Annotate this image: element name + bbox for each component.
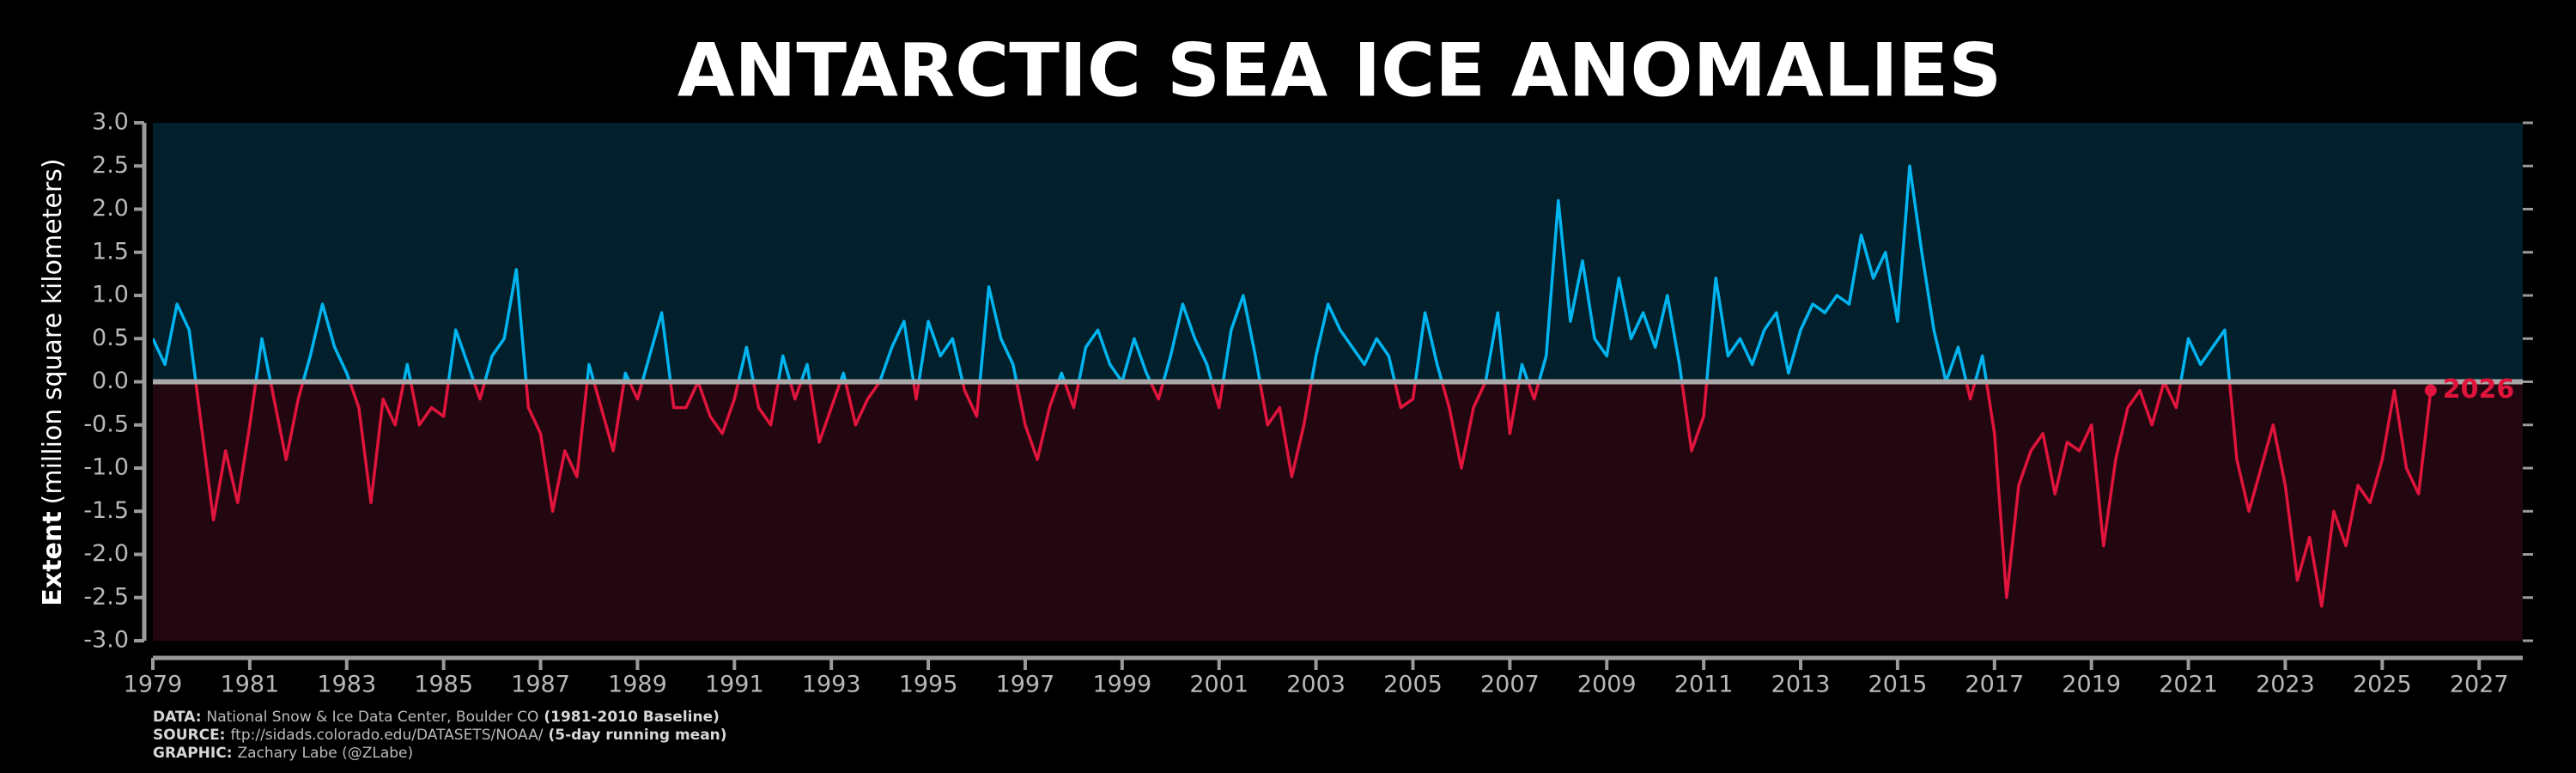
y-axis-label-bold: Extent — [38, 511, 68, 606]
x-tick-label: 2005 — [1383, 672, 1443, 698]
y-axis-label: Extent (million square kilometers) — [38, 158, 68, 606]
y-tick-label: 2.5 — [92, 152, 129, 179]
y-tick-label: -1.0 — [83, 454, 129, 481]
annotation: 2026 — [2443, 374, 2515, 405]
x-tick-label: 2023 — [2256, 672, 2315, 698]
y-tick-label: -3.0 — [83, 627, 129, 654]
credit-note: (1981-2010 Baseline) — [544, 709, 720, 726]
y-tick-label: -1.5 — [83, 497, 129, 524]
x-tick-label: 2019 — [2062, 672, 2121, 698]
credit-label: DATA: — [153, 709, 202, 726]
background-above — [153, 123, 2523, 382]
y-tick-label: 1.0 — [92, 282, 129, 308]
chart-title: ANTARCTIC SEA ICE ANOMALIES — [677, 27, 2002, 113]
x-tick-label: 2013 — [1771, 672, 1831, 698]
credit-line: DATA: National Snow & Ice Data Center, Bo… — [153, 709, 720, 726]
y-tick-label: 0.5 — [92, 325, 129, 351]
credit-text: ftp://sidads.colorado.edu/DATASETS/NOAA/ — [230, 727, 543, 744]
credit-text: Zachary Labe (@ZLabe) — [238, 745, 414, 762]
x-tick-label: 1999 — [1092, 672, 1151, 698]
x-tick-label: 2003 — [1286, 672, 1346, 698]
y-tick-label: 1.5 — [92, 238, 129, 265]
credit-label: SOURCE: — [153, 727, 225, 744]
y-tick-label: -0.5 — [83, 411, 129, 437]
x-tick-label: 1997 — [996, 672, 1055, 698]
x-tick-label: 1987 — [511, 672, 570, 698]
x-tick-label: 1985 — [414, 672, 473, 698]
credit-note: (5-day running mean) — [548, 727, 726, 744]
x-tick-label: 1993 — [802, 672, 861, 698]
x-tick-label: 2011 — [1674, 672, 1734, 698]
credit-label: GRAPHIC: — [153, 745, 233, 762]
credit-line: GRAPHIC: Zachary Labe (@ZLabe) — [153, 745, 413, 762]
y-tick-label: 0.0 — [92, 368, 129, 394]
background-below — [153, 381, 2523, 641]
x-tick-label: 1979 — [124, 672, 183, 698]
x-tick-label: 2017 — [1965, 672, 2024, 698]
last-point — [2424, 384, 2437, 397]
y-tick-label: -2.5 — [83, 583, 129, 610]
x-tick-label: 2025 — [2353, 672, 2412, 698]
x-tick-label: 1989 — [608, 672, 667, 698]
y-tick-label: 2.0 — [92, 195, 129, 222]
x-tick-label: 1981 — [221, 672, 280, 698]
x-tick-label: 2021 — [2159, 672, 2218, 698]
x-tick-label: 2007 — [1480, 672, 1540, 698]
x-tick-label: 1991 — [705, 672, 764, 698]
credit-text: National Snow & Ice Data Center, Boulder… — [207, 709, 539, 726]
x-tick-label: 2027 — [2450, 672, 2509, 698]
credit-line: SOURCE: ftp://sidads.colorado.edu/DATASET… — [153, 727, 727, 744]
x-tick-label: 2009 — [1577, 672, 1637, 698]
y-axis-label-unit: (million square kilometers) — [38, 158, 68, 504]
y-tick-label: -2.0 — [83, 540, 129, 567]
line-below-zero — [194, 381, 2433, 608]
y-tick-label: 3.0 — [92, 109, 129, 136]
x-tick-label: 2001 — [1189, 672, 1249, 698]
x-tick-label: 1995 — [899, 672, 958, 698]
x-tick-label: 1983 — [317, 672, 376, 698]
x-tick-label: 2015 — [1868, 672, 1928, 698]
